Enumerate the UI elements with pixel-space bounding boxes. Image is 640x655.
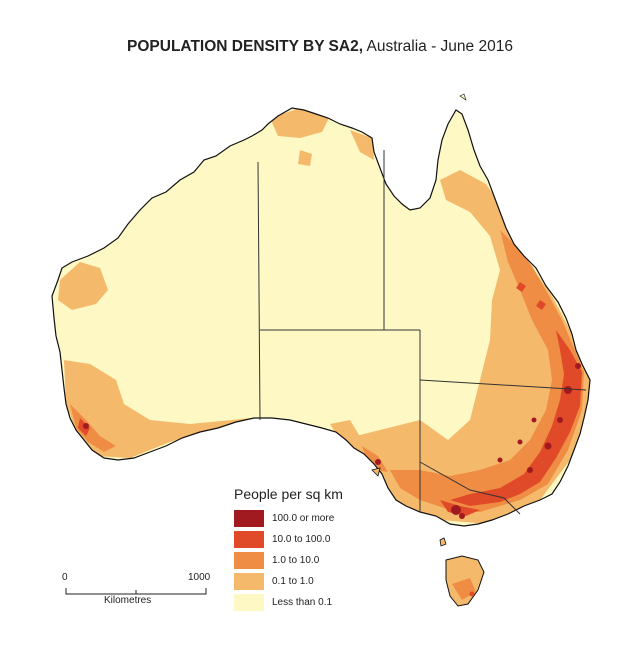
legend-swatch	[234, 552, 264, 569]
legend-label: 100.0 or more	[272, 513, 335, 524]
legend-swatch	[234, 510, 264, 527]
legend-label: Less than 0.1	[272, 597, 333, 608]
legend-item: Less than 0.1	[234, 592, 394, 613]
legend: People per sq km 100.0 or more 10.0 to 10…	[234, 486, 394, 613]
legend-swatch	[234, 531, 264, 548]
scale-min-label: 0	[62, 572, 68, 583]
map-title: POPULATION DENSITY BY SA2, Australia - J…	[0, 38, 640, 56]
legend-rows: 100.0 or more 10.0 to 100.0 1.0 to 10.0 0.1…	[234, 508, 394, 613]
title-bold: POPULATION DENSITY BY SA2,	[127, 38, 364, 55]
legend-swatch	[234, 573, 264, 590]
legend-label: 0.1 to 1.0	[272, 576, 314, 587]
legend-item: 1.0 to 10.0	[234, 550, 394, 571]
legend-item: 10.0 to 100.0	[234, 529, 394, 550]
scale-max-label: 1000	[188, 572, 211, 583]
title-rest: Australia - June 2016	[363, 38, 513, 55]
legend-item: 0.1 to 1.0	[234, 571, 394, 592]
legend-title: People per sq km	[234, 486, 343, 502]
scale-line	[65, 588, 207, 595]
scale-bar: 0 1000 Kilometres	[60, 572, 220, 612]
legend-swatch	[234, 594, 264, 611]
legend-label: 10.0 to 100.0	[272, 534, 331, 545]
scale-unit: Kilometres	[104, 595, 152, 606]
legend-item: 100.0 or more	[234, 508, 394, 529]
legend-label: 1.0 to 10.0	[272, 555, 320, 566]
